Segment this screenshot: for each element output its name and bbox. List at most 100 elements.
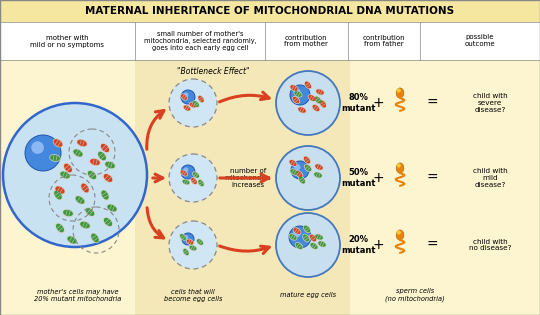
Ellipse shape (186, 239, 194, 245)
Circle shape (291, 161, 309, 179)
Ellipse shape (63, 163, 73, 173)
Ellipse shape (68, 236, 77, 243)
Text: mother with
mild or no symptoms: mother with mild or no symptoms (30, 35, 104, 48)
Ellipse shape (396, 230, 404, 240)
Ellipse shape (180, 94, 188, 100)
Ellipse shape (191, 177, 198, 185)
Ellipse shape (315, 89, 325, 95)
Ellipse shape (315, 164, 323, 170)
Text: contribution
from mother: contribution from mother (284, 35, 328, 48)
Ellipse shape (293, 227, 301, 235)
Bar (0, 0, 540, 22)
Circle shape (289, 226, 311, 248)
Ellipse shape (189, 245, 197, 251)
Text: small number of mother's
mitochondria, selected randomly,
goes into each early e: small number of mother's mitochondria, s… (144, 31, 256, 51)
Ellipse shape (103, 173, 113, 183)
Ellipse shape (198, 179, 205, 187)
Circle shape (169, 154, 217, 202)
Ellipse shape (55, 186, 65, 194)
Ellipse shape (85, 207, 95, 217)
Ellipse shape (189, 102, 197, 108)
Text: +: + (372, 238, 384, 252)
Text: child with
mild
disease?: child with mild disease? (472, 168, 507, 188)
Ellipse shape (77, 139, 87, 147)
Ellipse shape (56, 224, 64, 232)
Ellipse shape (293, 228, 301, 234)
Ellipse shape (305, 82, 311, 89)
Ellipse shape (298, 107, 306, 113)
Ellipse shape (304, 81, 312, 89)
Ellipse shape (190, 246, 197, 250)
Circle shape (169, 221, 217, 269)
Circle shape (184, 235, 188, 239)
Ellipse shape (196, 238, 204, 246)
Ellipse shape (53, 139, 63, 147)
Ellipse shape (193, 172, 199, 178)
Bar (135, 60, 350, 315)
Ellipse shape (299, 176, 305, 184)
Ellipse shape (294, 90, 302, 98)
Ellipse shape (289, 160, 296, 166)
Ellipse shape (298, 176, 306, 184)
Ellipse shape (304, 157, 310, 163)
Text: mother's cells may have
20% mutant mitochondria: mother's cells may have 20% mutant mitoc… (35, 289, 122, 301)
Ellipse shape (73, 149, 83, 157)
Ellipse shape (315, 97, 321, 103)
Ellipse shape (291, 169, 298, 175)
Ellipse shape (320, 100, 326, 107)
Ellipse shape (77, 140, 87, 146)
Text: =: = (426, 238, 438, 252)
Ellipse shape (90, 159, 100, 165)
Text: =: = (426, 171, 438, 185)
Ellipse shape (56, 186, 65, 194)
Ellipse shape (103, 217, 113, 227)
Ellipse shape (81, 184, 89, 192)
Ellipse shape (87, 170, 97, 180)
Ellipse shape (198, 96, 204, 102)
Ellipse shape (106, 204, 117, 212)
Ellipse shape (190, 103, 197, 107)
Ellipse shape (183, 105, 191, 111)
Text: contribution
from father: contribution from father (363, 35, 406, 48)
Ellipse shape (288, 233, 298, 241)
Ellipse shape (100, 143, 110, 153)
Ellipse shape (303, 156, 311, 164)
Ellipse shape (79, 221, 91, 229)
Ellipse shape (104, 218, 112, 226)
Ellipse shape (60, 172, 70, 178)
Circle shape (276, 146, 340, 210)
Ellipse shape (64, 164, 72, 172)
Ellipse shape (314, 163, 323, 170)
Ellipse shape (66, 236, 77, 244)
Circle shape (396, 163, 401, 168)
Text: possible
outcome: possible outcome (465, 35, 495, 48)
Ellipse shape (314, 172, 322, 178)
Ellipse shape (304, 164, 312, 172)
Ellipse shape (180, 169, 188, 176)
Ellipse shape (80, 183, 90, 193)
Text: 80%
mutant: 80% mutant (341, 93, 375, 113)
Ellipse shape (303, 234, 309, 242)
Ellipse shape (298, 106, 307, 113)
Ellipse shape (308, 94, 316, 102)
Ellipse shape (59, 171, 70, 179)
Text: cells that will
become egg cells: cells that will become egg cells (164, 289, 222, 301)
Ellipse shape (302, 234, 310, 242)
Circle shape (182, 233, 194, 245)
Ellipse shape (312, 104, 320, 112)
Ellipse shape (197, 239, 203, 245)
Ellipse shape (193, 101, 199, 107)
Ellipse shape (309, 234, 317, 242)
Ellipse shape (316, 89, 324, 94)
Ellipse shape (183, 180, 190, 184)
Ellipse shape (55, 223, 65, 233)
Ellipse shape (304, 226, 310, 232)
Ellipse shape (310, 243, 318, 249)
Ellipse shape (289, 159, 298, 167)
Ellipse shape (54, 191, 62, 199)
Ellipse shape (314, 234, 323, 240)
Ellipse shape (295, 171, 302, 177)
Ellipse shape (303, 225, 311, 233)
Ellipse shape (179, 233, 187, 241)
Ellipse shape (104, 174, 112, 182)
